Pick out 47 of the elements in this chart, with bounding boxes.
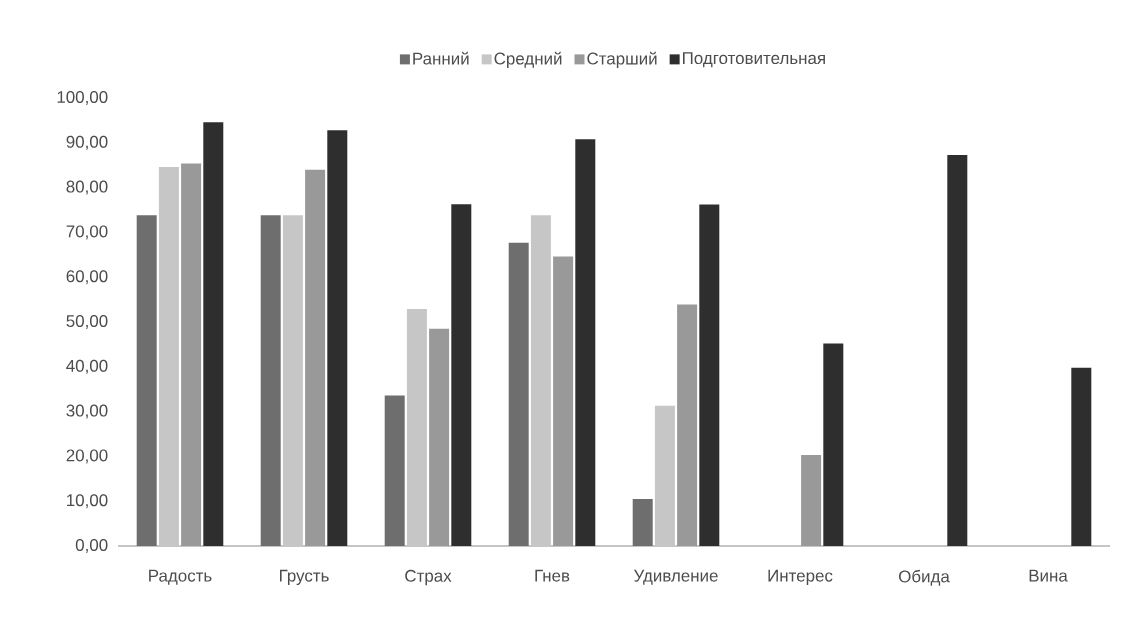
bar — [947, 154, 968, 546]
legend-label: Ранний — [413, 51, 469, 65]
bar — [429, 328, 450, 546]
y-tick-label: 80,00 — [66, 180, 108, 195]
x-tick-label: Удивление — [634, 569, 718, 585]
y-tick-label: 40,00 — [66, 359, 108, 374]
legend-label: Средний — [494, 51, 562, 68]
bar — [203, 122, 224, 546]
bar — [530, 215, 551, 546]
bar — [553, 256, 574, 546]
y-tick-label: 50,00 — [66, 315, 108, 329]
bar — [508, 242, 529, 546]
bar — [406, 309, 427, 546]
legend-label: Старший — [587, 51, 657, 68]
bar — [575, 139, 596, 546]
bar — [632, 498, 653, 546]
x-tick-label: Радость — [149, 569, 212, 585]
bar — [260, 215, 281, 546]
x-tick-label: Обида — [898, 569, 950, 586]
y-tick-label: 70,00 — [66, 225, 108, 240]
bar — [305, 169, 326, 546]
y-tick-label: 60,00 — [66, 270, 108, 285]
x-tick-label: Вина — [1029, 569, 1068, 582]
legend-label: Подготовительная — [683, 52, 825, 68]
bar — [282, 215, 303, 546]
y-tick-label: 100,00 — [57, 91, 108, 105]
bar — [384, 395, 405, 546]
x-tick-label: Гнев — [535, 569, 570, 582]
bar — [677, 304, 698, 546]
bar — [699, 204, 720, 546]
x-tick-label: Страх — [405, 569, 452, 586]
y-tick-label: 30,00 — [66, 404, 108, 419]
y-tick-label: 10,00 — [67, 494, 108, 509]
x-tick-label: Интерес — [768, 569, 833, 586]
bar — [136, 215, 157, 546]
x-tick-label: Грусть — [280, 569, 329, 586]
bar — [823, 343, 844, 546]
y-tick-label: 90,00 — [66, 135, 108, 150]
bar — [451, 204, 472, 546]
bar — [654, 405, 675, 546]
bar — [1071, 367, 1092, 546]
bar — [801, 455, 822, 546]
bar — [327, 130, 348, 546]
bar — [158, 166, 179, 546]
y-tick-label: 0,00 — [75, 539, 108, 553]
bar — [181, 163, 202, 546]
y-tick-label: 20,00 — [66, 449, 108, 464]
